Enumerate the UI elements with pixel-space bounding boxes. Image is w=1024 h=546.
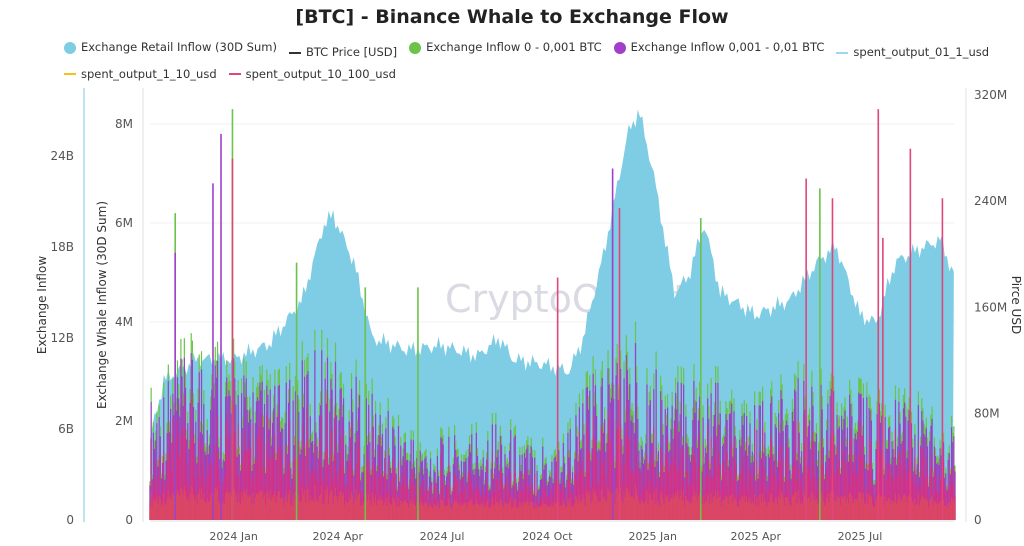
- legend-label: Exchange Retail Inflow (30D Sum): [81, 40, 277, 54]
- legend-item[interactable]: spent_output_1_10_usd: [64, 65, 217, 84]
- y-tick-label: 6M: [115, 216, 133, 230]
- x-tick-label: 2025 Jan: [628, 530, 676, 543]
- x-tick-label: 2025 Jul: [838, 530, 883, 543]
- x-tick-label: 2024 Apr: [313, 530, 364, 543]
- legend-item[interactable]: spent_output_01_1_usd: [836, 43, 989, 62]
- legend-marker-icon: [288, 51, 301, 54]
- y-tick-label: 2M: [115, 414, 133, 428]
- legend-marker-icon: [64, 41, 76, 54]
- x-tick-label: 2025 Apr: [730, 530, 781, 543]
- y-tick-label: 8M: [115, 117, 133, 131]
- x-tick-label: 2024 Jan: [209, 530, 257, 543]
- legend-label: spent_output_10_100_usd: [245, 66, 396, 81]
- y-tick-label: 240M: [974, 194, 1007, 208]
- legend-item[interactable]: BTC Price [USD]: [288, 43, 398, 62]
- legend-marker-icon: [836, 51, 849, 54]
- y-tick-label: 24B: [50, 149, 74, 163]
- y-tick-label: 160M: [974, 300, 1007, 314]
- legend-label: spent_output_01_1_usd: [853, 45, 990, 59]
- y-tick-label: 0: [974, 513, 982, 527]
- y-axis-title: Pirce USD: [1009, 276, 1023, 334]
- legend-item[interactable]: Exchange Retail Inflow (30D Sum): [64, 38, 277, 57]
- axes: 0 6B 12B 18B 24B 0 2M 4M 6M 8M 0 80M 160M 240M 320M Exc…: [35, 88, 1023, 543]
- y-axis-title: Exchange Whale Inflow (30D Sum): [95, 201, 109, 409]
- y-tick-label: 18B: [50, 240, 74, 254]
- legend-label: spent_output_1_10_usd: [81, 66, 217, 81]
- x-tick-label: 2024 Jul: [420, 530, 465, 543]
- y-tick-label: 80M: [974, 407, 1000, 421]
- legend-item[interactable]: spent_output_10_100_usd: [228, 65, 396, 84]
- legend-marker-icon: [64, 73, 76, 75]
- legend-label: Exchange Inflow 0 - 0,001 BTC: [426, 40, 602, 54]
- legend-item[interactable]: Exchange Inflow 0,001 - 0,01 BTC: [613, 38, 825, 57]
- y-tick-label: 6B: [58, 422, 74, 436]
- chart-title: [BTC] - Binance Whale to Exchange Flow: [295, 6, 729, 28]
- y-tick-label: 12B: [50, 331, 74, 345]
- legend: Exchange Retail Inflow (30D Sum) BTC Pric…: [64, 38, 1014, 84]
- x-tick-label: 2024 Oct: [522, 530, 573, 543]
- legend-marker-icon: [228, 73, 241, 75]
- y-tick-label: 0: [66, 513, 74, 527]
- y-tick-label: 0: [125, 513, 133, 527]
- legend-marker-icon: [613, 41, 626, 54]
- plot-marks: [149, 109, 956, 520]
- y-axis-title: Exchange Inflow: [35, 256, 49, 354]
- y-tick-label: 4M: [115, 315, 133, 329]
- legend-label: BTC Price [USD]: [305, 45, 398, 59]
- legend-item[interactable]: Exchange Inflow 0 - 0,001 BTC: [409, 38, 602, 57]
- y-tick-label: 320M: [974, 88, 1007, 102]
- legend-marker-icon: [409, 41, 422, 54]
- legend-label: Exchange Inflow 0,001 - 0,01 BTC: [630, 40, 825, 54]
